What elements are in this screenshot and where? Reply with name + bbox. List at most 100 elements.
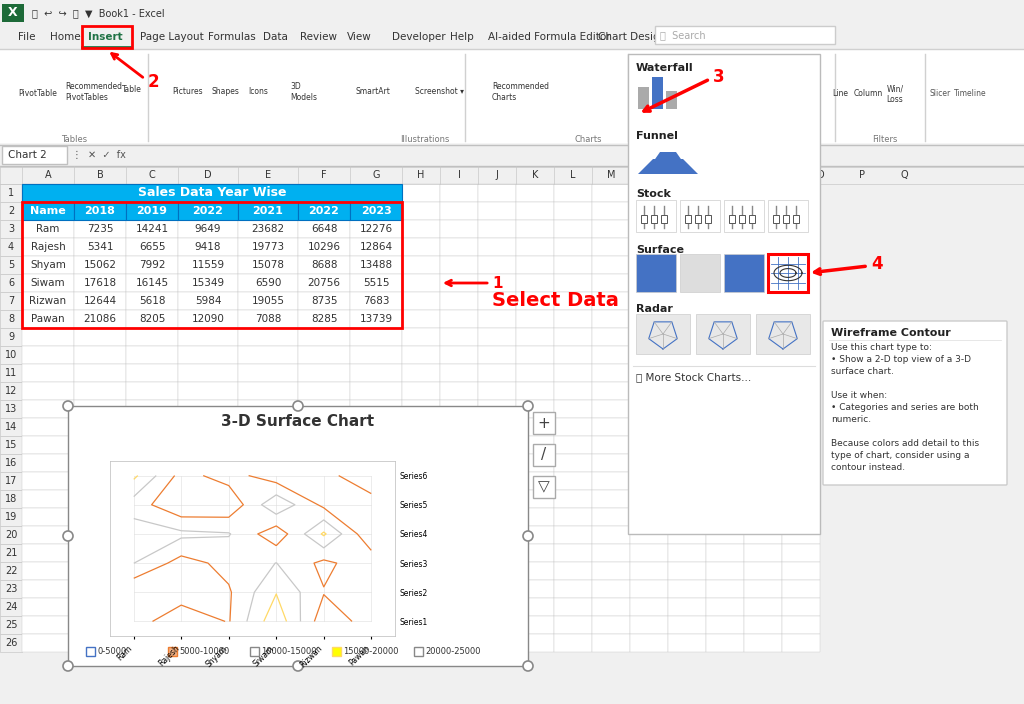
Bar bbox=[440, 238, 478, 256]
Bar bbox=[126, 256, 178, 274]
Bar bbox=[350, 364, 402, 382]
Bar bbox=[402, 418, 440, 436]
Bar bbox=[641, 215, 647, 223]
Bar bbox=[516, 508, 554, 526]
Bar bbox=[554, 382, 592, 400]
Bar bbox=[350, 562, 402, 580]
Text: Pictures: Pictures bbox=[172, 87, 203, 96]
Bar bbox=[350, 382, 402, 400]
Bar bbox=[0, 220, 22, 238]
Text: 5515: 5515 bbox=[362, 278, 389, 288]
Bar bbox=[782, 634, 820, 652]
Text: E: E bbox=[265, 170, 271, 180]
Text: 6648: 6648 bbox=[310, 224, 337, 234]
Bar bbox=[782, 274, 820, 292]
Bar bbox=[238, 184, 298, 202]
Bar bbox=[74, 274, 126, 292]
Bar bbox=[178, 238, 238, 256]
Bar bbox=[298, 472, 350, 490]
Bar bbox=[782, 382, 820, 400]
Bar bbox=[0, 454, 22, 472]
Bar bbox=[298, 292, 350, 310]
Bar bbox=[126, 184, 178, 202]
Bar bbox=[126, 220, 178, 238]
Bar bbox=[126, 490, 178, 508]
Bar bbox=[74, 562, 126, 580]
Bar bbox=[440, 436, 478, 454]
Text: 3: 3 bbox=[8, 224, 14, 234]
Text: Because colors add detail to this: Because colors add detail to this bbox=[831, 439, 979, 448]
Bar bbox=[706, 562, 744, 580]
Bar bbox=[744, 598, 782, 616]
Bar bbox=[126, 580, 178, 598]
Bar bbox=[706, 256, 744, 274]
Bar bbox=[630, 400, 668, 418]
Bar bbox=[668, 598, 706, 616]
Text: ⋮  ✕  ✓  fx: ⋮ ✕ ✓ fx bbox=[72, 150, 126, 160]
Text: Line: Line bbox=[831, 89, 848, 99]
Bar bbox=[350, 256, 402, 274]
Bar bbox=[298, 490, 350, 508]
Bar bbox=[298, 562, 350, 580]
Text: M: M bbox=[607, 170, 615, 180]
Bar bbox=[744, 220, 782, 238]
Text: Wireframe Contour: Wireframe Contour bbox=[831, 328, 950, 338]
Bar bbox=[516, 598, 554, 616]
Bar bbox=[126, 220, 178, 238]
Bar bbox=[238, 274, 298, 292]
Text: contour instead.: contour instead. bbox=[831, 463, 905, 472]
Bar bbox=[350, 472, 402, 490]
Text: 10296: 10296 bbox=[307, 242, 341, 252]
Bar bbox=[706, 364, 744, 382]
Bar bbox=[478, 400, 516, 418]
Circle shape bbox=[63, 661, 73, 671]
Text: 25: 25 bbox=[5, 620, 17, 630]
Bar bbox=[402, 184, 440, 202]
Bar bbox=[668, 220, 706, 238]
Bar bbox=[178, 310, 238, 328]
Bar bbox=[685, 215, 691, 223]
Bar bbox=[74, 292, 126, 310]
Bar bbox=[782, 292, 820, 310]
Bar bbox=[74, 418, 126, 436]
Text: 15062: 15062 bbox=[84, 260, 117, 270]
Bar bbox=[178, 292, 238, 310]
Bar bbox=[516, 346, 554, 364]
Text: 13: 13 bbox=[5, 404, 17, 414]
Bar bbox=[630, 364, 668, 382]
Bar bbox=[74, 508, 126, 526]
Bar bbox=[440, 220, 478, 238]
Text: numeric.: numeric. bbox=[831, 415, 871, 425]
Bar bbox=[238, 256, 298, 274]
Text: Rajesh: Rajesh bbox=[31, 242, 66, 252]
Polygon shape bbox=[653, 152, 683, 162]
Bar bbox=[126, 292, 178, 310]
Bar bbox=[22, 274, 74, 292]
Bar bbox=[696, 314, 750, 354]
Bar bbox=[178, 490, 238, 508]
Text: Stock: Stock bbox=[636, 189, 671, 199]
Bar bbox=[0, 274, 22, 292]
Text: B: B bbox=[96, 170, 103, 180]
Text: 12864: 12864 bbox=[359, 242, 392, 252]
Bar bbox=[74, 292, 126, 310]
FancyBboxPatch shape bbox=[823, 321, 1007, 485]
Bar bbox=[126, 310, 178, 328]
Text: Page Layout: Page Layout bbox=[140, 32, 204, 42]
Bar bbox=[782, 220, 820, 238]
Bar bbox=[22, 364, 74, 382]
Bar bbox=[178, 274, 238, 292]
Text: Illustrations: Illustrations bbox=[400, 135, 450, 144]
Bar bbox=[554, 436, 592, 454]
Text: 15349: 15349 bbox=[191, 278, 224, 288]
Bar bbox=[238, 508, 298, 526]
Text: 4: 4 bbox=[8, 242, 14, 252]
Text: 14: 14 bbox=[5, 422, 17, 432]
Bar bbox=[22, 184, 402, 202]
Bar bbox=[178, 382, 238, 400]
Bar bbox=[74, 256, 126, 274]
Bar bbox=[630, 562, 668, 580]
Bar bbox=[350, 328, 402, 346]
Bar bbox=[744, 202, 782, 220]
Bar bbox=[22, 598, 74, 616]
